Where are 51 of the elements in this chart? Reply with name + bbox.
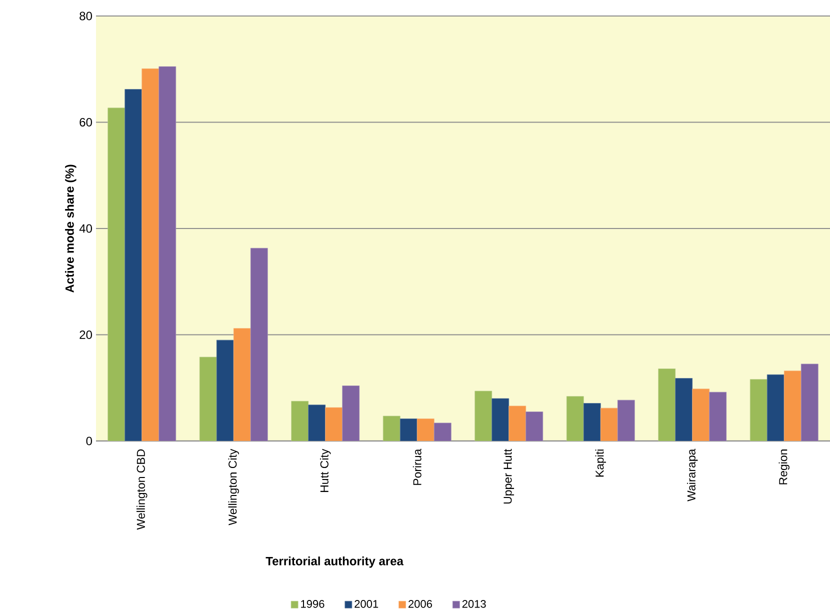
y-tick-label: 0 [86,436,92,446]
bar [709,392,727,441]
bar [566,396,584,441]
bar [492,398,510,441]
legend-label: 2013 [462,600,486,608]
bar [216,340,234,441]
bar [692,388,710,441]
y-tick-label: 60 [80,118,92,126]
x-tick-label: Hutt City [320,448,331,492]
bar [382,416,400,441]
x-tick-label: Wellington City [228,448,239,526]
bar [474,390,492,441]
bar [416,418,434,441]
x-axis-title: Territorial authority area [266,556,404,568]
y-tick-label: 40 [79,224,92,233]
bar [583,403,601,441]
x-tick-label: Wellington CBD [136,449,148,530]
bar [233,328,251,441]
bar [617,400,635,441]
legend-label: 1996 [301,600,324,608]
bar [400,418,418,441]
bar [800,364,818,441]
x-tick-label: Wairarapa [687,448,698,502]
legend-label: 2006 [408,600,432,608]
bar [434,422,452,441]
bar [250,248,268,441]
bar [342,386,360,441]
bar [600,408,618,441]
x-tick-label: Region [778,450,790,484]
bar [124,89,142,441]
bar [526,412,544,441]
x-tick-label: Porirua [412,448,422,485]
bar [142,68,160,441]
bar [658,368,676,441]
x-tick-label: Upper Hutt [504,448,514,504]
x-tick-label: Kapiti [595,450,606,477]
bar [158,66,176,441]
y-axis-title: Active mode share (%) [65,164,76,293]
bar [675,378,693,441]
y-tick-label: 80 [80,12,92,20]
bar [508,406,526,441]
bar [108,108,126,441]
bar [199,356,217,441]
bar [291,400,309,441]
y-tick-label: 20 [80,330,92,339]
legend-label: 2001 [354,600,378,608]
bar [784,370,802,441]
bar [308,404,326,441]
bar [750,379,768,441]
bar [325,407,343,441]
bar [766,374,784,441]
